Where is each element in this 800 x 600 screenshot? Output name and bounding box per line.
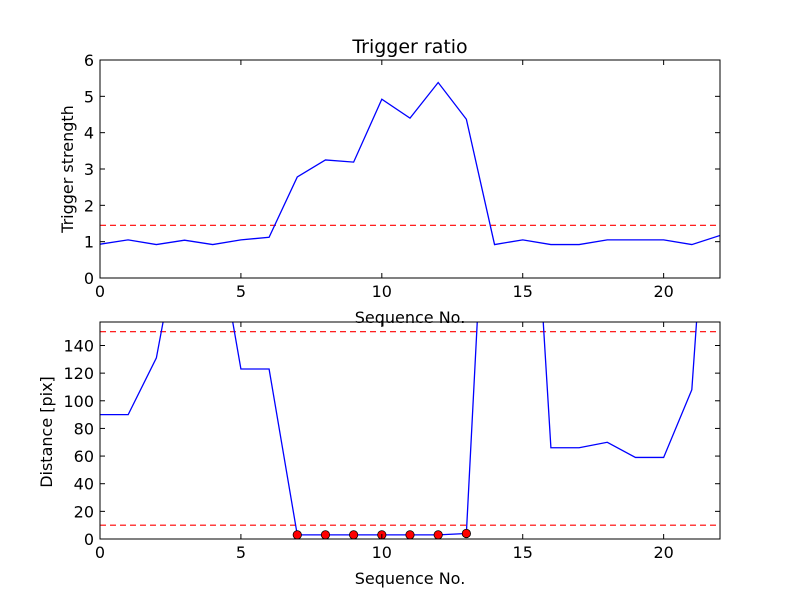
y-tick-label: 80 — [74, 419, 94, 438]
x-tick-label: 20 — [653, 282, 673, 301]
data-point-marker — [433, 530, 443, 540]
plot-area-trigger: 0 5 10 15 20 0 1 2 3 4 5 6 — [84, 51, 721, 301]
series-line — [100, 81, 720, 246]
y-tick-label: 6 — [84, 51, 94, 70]
chart-title: Trigger ratio — [351, 36, 467, 58]
data-point-marker — [461, 528, 471, 539]
y-tick-label: 40 — [74, 475, 94, 494]
data-point-marker — [349, 530, 359, 540]
y-tick-label: 140 — [63, 336, 94, 355]
x-tick-label: 10 — [372, 282, 392, 301]
x-tick-label: 0 — [95, 282, 105, 301]
y-tick-label: 100 — [63, 392, 94, 411]
data-point-marker — [405, 530, 415, 540]
axes-frame — [99, 321, 721, 540]
y-axis-label: Distance [pix] — [37, 376, 56, 488]
y-tick-label: 60 — [74, 447, 94, 466]
y-tick-label: 5 — [84, 87, 94, 106]
x-tick-label: 5 — [236, 543, 246, 562]
y-tick-label: 120 — [63, 364, 94, 383]
x-tick-label: 15 — [513, 543, 533, 562]
data-point-marker — [320, 530, 331, 540]
y-tick-label: 2 — [84, 196, 94, 215]
data-point-marker — [292, 530, 302, 540]
y-tick-label: 3 — [84, 160, 94, 179]
x-tick-label: 10 — [372, 543, 392, 562]
y-tick-label: 20 — [74, 502, 94, 521]
y-tick-label: 1 — [84, 233, 94, 252]
y-axis-label: Trigger strength — [58, 105, 77, 234]
x-tick-label: 0 — [95, 543, 105, 562]
y-tick-label: 0 — [84, 530, 94, 549]
x-axis-label: Sequence No. — [355, 308, 466, 327]
plot-area-distance: 0 5 10 15 20 0 20 40 60 80 100 120 140 — [63, 321, 721, 562]
y-tick-label: 4 — [84, 124, 94, 143]
y-tick-label: 0 — [84, 269, 94, 288]
x-tick-label: 15 — [513, 282, 533, 301]
x-tick-label: 5 — [236, 282, 246, 301]
x-axis-label: Sequence No. — [355, 569, 466, 588]
x-tick-label: 20 — [653, 543, 673, 562]
